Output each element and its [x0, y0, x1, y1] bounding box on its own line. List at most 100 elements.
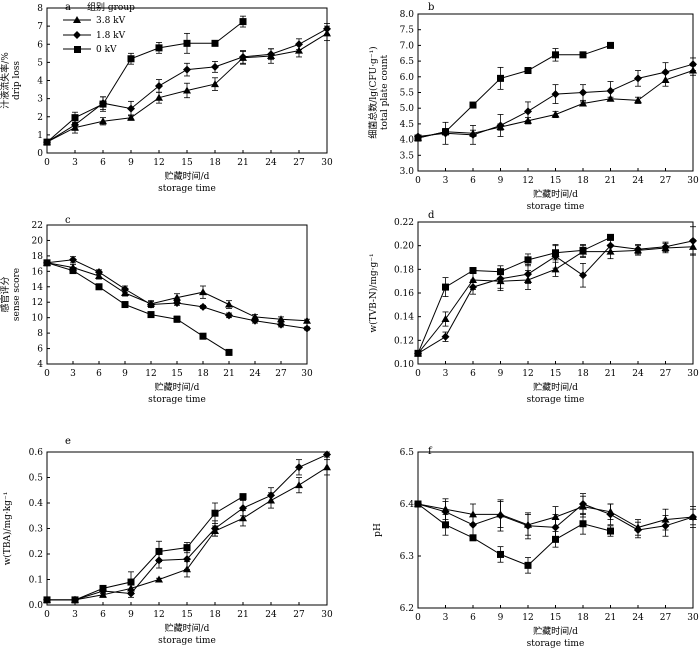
data-point	[441, 332, 450, 341]
x-tick-label: 21	[237, 610, 248, 620]
x-tick-label: 3	[70, 369, 76, 379]
x-tick-label: 15	[550, 176, 562, 186]
data-point	[441, 507, 450, 516]
x-tick-label: 27	[660, 613, 672, 623]
data-point	[267, 491, 275, 500]
series-s18	[414, 57, 697, 145]
x-axis-title-en: storage time	[527, 639, 585, 649]
data-point	[127, 113, 135, 121]
y-axis-title-cn: 汁液流失率/%	[0, 52, 11, 109]
x-tick-label: 9	[128, 610, 134, 620]
data-point	[552, 249, 559, 257]
data-point	[127, 55, 135, 63]
data-point	[303, 316, 311, 324]
x-tick-label: 21	[605, 613, 616, 623]
data-point	[469, 283, 477, 292]
data-point	[211, 80, 219, 88]
y-tick-label: 0.5	[29, 474, 44, 484]
legend: 组别 group 3.8 kV 1.8 kV 0 kV	[63, 1, 135, 55]
x-tick-label: 12	[153, 158, 164, 168]
y-tick-label: 0.14	[394, 313, 414, 323]
data-point	[579, 88, 587, 97]
x-tick-label: 6	[96, 369, 102, 379]
y-tick-label: 14	[32, 283, 44, 293]
series-line	[46, 262, 230, 353]
data-point	[155, 81, 163, 90]
x-axis-title-cn: 贮藏时间/d	[165, 622, 210, 634]
y-tick-label: 4	[37, 360, 43, 370]
data-point	[225, 300, 233, 308]
data-point	[469, 275, 477, 283]
x-tick-label: 15	[181, 158, 193, 168]
data-point	[199, 288, 207, 296]
x-tick-label: 21	[223, 369, 234, 379]
data-point	[239, 493, 247, 501]
data-point	[155, 93, 163, 101]
y-tick-label: 0.12	[394, 336, 414, 346]
data-point	[99, 584, 107, 592]
series-line	[46, 262, 308, 322]
data-point	[661, 242, 670, 251]
data-point	[606, 86, 615, 95]
data-point	[183, 544, 191, 552]
y-tick-label: 7.5	[400, 26, 415, 36]
data-point	[239, 18, 247, 26]
data-point	[469, 510, 477, 518]
y-tick-label: 0.16	[394, 289, 414, 299]
data-point	[323, 463, 331, 471]
x-tick-label: 0	[44, 610, 50, 620]
y-tick-label: 5.5	[400, 89, 415, 99]
data-point	[442, 283, 449, 291]
x-tick-label: 24	[632, 613, 644, 623]
series-line	[417, 44, 611, 139]
data-point	[469, 130, 477, 139]
series-s0	[43, 493, 247, 604]
data-point	[524, 561, 532, 569]
data-point	[496, 511, 505, 520]
data-point	[551, 265, 560, 273]
data-point	[524, 67, 532, 75]
y-axis-title-cn: w(TBA)/mg·kg⁻¹	[2, 492, 13, 566]
data-point	[183, 555, 191, 564]
legend-label-1.8kv: 1.8 kV	[96, 31, 126, 41]
y-axis-title-en: drip loss	[12, 61, 22, 100]
data-point	[147, 300, 155, 309]
y-tick-label: 3.5	[400, 151, 415, 161]
y-tick-label: 1	[37, 131, 43, 141]
y-tick-label: 0.10	[394, 360, 414, 370]
data-point	[295, 463, 303, 472]
x-tick-label: 0	[415, 176, 421, 186]
y-tick-label: 6.5	[400, 448, 415, 458]
y-tick-label: 4.0	[400, 136, 415, 146]
y-tick-label: 0.6	[29, 448, 44, 458]
x-tick-label: 12	[522, 369, 533, 379]
data-point	[579, 500, 587, 508]
data-point	[173, 298, 181, 307]
panel-label: f	[428, 446, 433, 457]
y-tick-label: 16	[32, 267, 44, 277]
chart-panel-a: 0 3 6 9 12 15 18 21 24 27 30012345678贮藏时间/dstorage…	[0, 2, 333, 194]
chart-panel-c: 0 3 6 9 12 15 18 21 24 27 30 4 6 8 10 12 14 16 18 20 22 贮藏时间/…	[0, 215, 313, 405]
x-axis-title-en: storage time	[158, 636, 216, 646]
data-point	[524, 270, 532, 279]
data-point	[211, 39, 219, 47]
data-point	[689, 236, 697, 245]
data-point	[524, 107, 532, 116]
y-tick-label: 0.0	[29, 601, 44, 611]
data-point	[127, 104, 135, 113]
data-point	[121, 301, 129, 309]
series-line	[417, 236, 611, 354]
x-tick-label: 24	[265, 158, 277, 168]
y-tick-label: 0.18	[394, 265, 414, 275]
series-s38	[43, 258, 311, 324]
x-tick-label: 9	[128, 158, 134, 168]
legend-marker-3.8kv	[73, 16, 81, 23]
x-tick-label: 18	[577, 176, 589, 186]
data-point	[71, 114, 79, 122]
data-point	[303, 324, 311, 333]
x-tick-label: 9	[498, 369, 504, 379]
x-tick-label: 3	[443, 176, 449, 186]
legend-item-1.8kv: 1.8 kV	[63, 31, 126, 41]
y-tick-label: 6.3	[400, 552, 415, 562]
y-tick-label: 8	[37, 4, 43, 14]
